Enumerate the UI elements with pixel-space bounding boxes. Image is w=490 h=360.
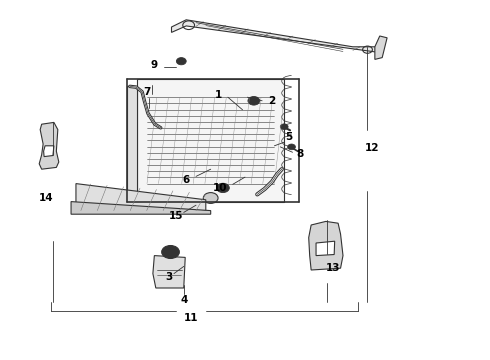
Circle shape xyxy=(280,124,288,130)
Text: 7: 7 xyxy=(143,87,151,97)
Polygon shape xyxy=(44,146,54,157)
Polygon shape xyxy=(127,86,137,194)
Polygon shape xyxy=(375,36,387,59)
Circle shape xyxy=(217,183,229,193)
Polygon shape xyxy=(39,122,59,169)
Polygon shape xyxy=(76,184,206,211)
Polygon shape xyxy=(316,241,335,256)
Text: 14: 14 xyxy=(39,193,54,203)
Text: 11: 11 xyxy=(184,312,198,323)
Text: 2: 2 xyxy=(269,96,275,106)
Text: 6: 6 xyxy=(183,175,190,185)
Circle shape xyxy=(162,246,179,258)
Polygon shape xyxy=(71,202,211,214)
Polygon shape xyxy=(309,221,343,270)
Polygon shape xyxy=(172,20,377,52)
Polygon shape xyxy=(153,256,185,288)
Text: 15: 15 xyxy=(169,211,184,221)
Circle shape xyxy=(288,144,295,150)
Text: 10: 10 xyxy=(213,183,228,193)
Text: 5: 5 xyxy=(286,132,293,142)
Circle shape xyxy=(203,193,218,203)
Text: 12: 12 xyxy=(365,143,380,153)
Text: 4: 4 xyxy=(180,294,188,305)
Text: 13: 13 xyxy=(326,263,341,273)
Text: 8: 8 xyxy=(296,149,303,159)
Text: 9: 9 xyxy=(151,60,158,70)
Circle shape xyxy=(248,96,260,105)
Text: 1: 1 xyxy=(215,90,221,100)
Circle shape xyxy=(176,58,186,65)
Polygon shape xyxy=(137,79,284,202)
Text: 3: 3 xyxy=(166,272,172,282)
